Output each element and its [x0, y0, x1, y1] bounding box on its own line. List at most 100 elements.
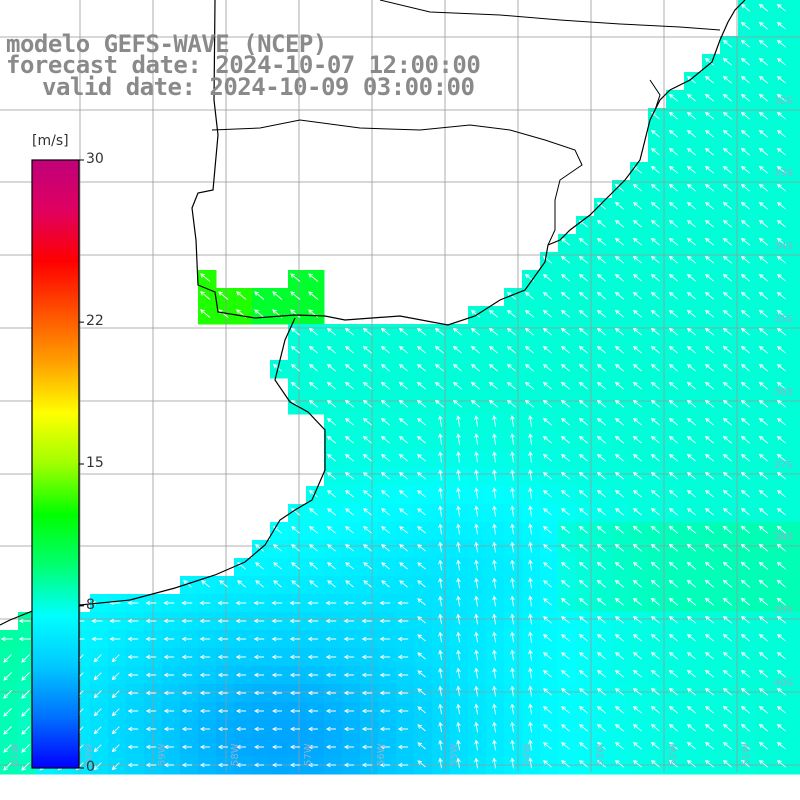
wind-arrow [686, 705, 696, 714]
wind-arrow [632, 201, 642, 210]
wind-arrow [578, 561, 588, 570]
wind-arrow [614, 237, 624, 246]
wind-arrow [578, 345, 588, 354]
wind-arrow [127, 708, 139, 714]
wind-arrow [560, 705, 570, 714]
coastline [191, 0, 746, 326]
wind-arrow [704, 237, 714, 246]
wind-arrow [668, 597, 679, 606]
wind-arrow [93, 762, 102, 771]
wind-arrow [308, 507, 318, 516]
wind-arrow [398, 489, 408, 498]
wind-arrow [560, 399, 570, 408]
wind-arrow [474, 541, 479, 553]
wind-speed-cell [792, 558, 800, 577]
wind-arrow [614, 291, 624, 300]
wind-arrow [758, 111, 768, 120]
wind-arrow [740, 453, 750, 462]
wind-arrow [686, 363, 696, 372]
wind-arrow [474, 505, 479, 517]
wind-arrow [542, 688, 552, 696]
wind-arrow [776, 345, 786, 354]
wind-arrow [217, 672, 229, 678]
wind-arrow [686, 615, 696, 624]
wind-arrow [438, 469, 443, 481]
wind-arrow [417, 544, 426, 552]
wind-arrow [528, 505, 533, 517]
wind-arrow [492, 739, 497, 751]
wind-arrow [740, 759, 750, 768]
wind-arrow [456, 451, 461, 463]
wind-arrow [417, 688, 426, 696]
wind-arrow [668, 759, 678, 768]
wind-arrow [776, 525, 787, 534]
wind-arrow [543, 580, 552, 588]
wind-arrow [361, 654, 373, 660]
wind-arrow [776, 759, 786, 768]
wind-arrow [217, 708, 228, 714]
wind-arrow [650, 633, 660, 642]
wind-arrow [740, 255, 750, 264]
wind-arrow [722, 669, 732, 678]
wind-arrow [289, 618, 301, 624]
wind-arrow [417, 670, 426, 678]
wind-arrow [722, 453, 732, 462]
wind-arrow [740, 525, 751, 534]
wind-arrow [542, 435, 552, 444]
wind-arrow [510, 505, 515, 517]
wind-arrow [632, 255, 642, 264]
wind-arrow [668, 705, 678, 714]
wind-arrow [542, 327, 552, 336]
wind-speed-cell [792, 432, 800, 451]
wind-arrow [290, 345, 300, 354]
wind-arrow [379, 762, 391, 768]
latitude-label: 36S [774, 387, 793, 398]
wind-arrow [506, 309, 516, 318]
wind-arrow [740, 21, 750, 30]
wind-arrow [291, 544, 300, 552]
wind-arrow [650, 507, 660, 516]
wind-arrow [363, 526, 372, 534]
wind-arrow [326, 327, 336, 336]
wind-arrow [686, 633, 696, 642]
wind-arrow [758, 21, 768, 30]
wind-arrow [632, 525, 643, 534]
wind-arrow [343, 726, 355, 732]
wind-arrow [417, 508, 426, 516]
wind-arrow [668, 453, 678, 462]
wind-arrow [326, 507, 336, 516]
wind-arrow [578, 687, 588, 696]
wind-arrow [145, 654, 157, 660]
wind-arrow [632, 417, 642, 426]
wind-arrow [632, 633, 642, 642]
wind-arrow [361, 672, 373, 678]
wind-arrow [309, 580, 318, 588]
wind-arrow [379, 708, 391, 714]
wind-arrow [614, 255, 624, 264]
wind-speed-cell [792, 612, 800, 631]
wind-arrow [127, 762, 139, 768]
wind-arrow [181, 672, 193, 678]
wind-arrow [668, 561, 679, 570]
wind-arrow [361, 708, 373, 714]
wind-arrow [686, 579, 697, 588]
wind-arrow [632, 507, 642, 516]
wind-arrow [416, 327, 426, 336]
longitude-label: 55W [449, 743, 460, 766]
wind-arrow [668, 327, 678, 336]
wind-arrow [632, 760, 642, 768]
wind-arrow [273, 580, 282, 588]
wind-arrow [452, 345, 462, 354]
wind-arrow [326, 472, 336, 480]
wind-arrow [650, 345, 660, 354]
wind-arrow [271, 672, 283, 678]
wind-arrow [307, 600, 319, 606]
wind-arrow [596, 363, 606, 372]
wind-speed-cell [792, 126, 800, 145]
longitude-label: 57W [303, 743, 314, 766]
wind-arrow [379, 654, 391, 660]
wind-arrow [488, 363, 498, 372]
wind-arrow [456, 433, 461, 445]
wind-arrow [438, 757, 443, 769]
wind-arrow [758, 633, 768, 642]
